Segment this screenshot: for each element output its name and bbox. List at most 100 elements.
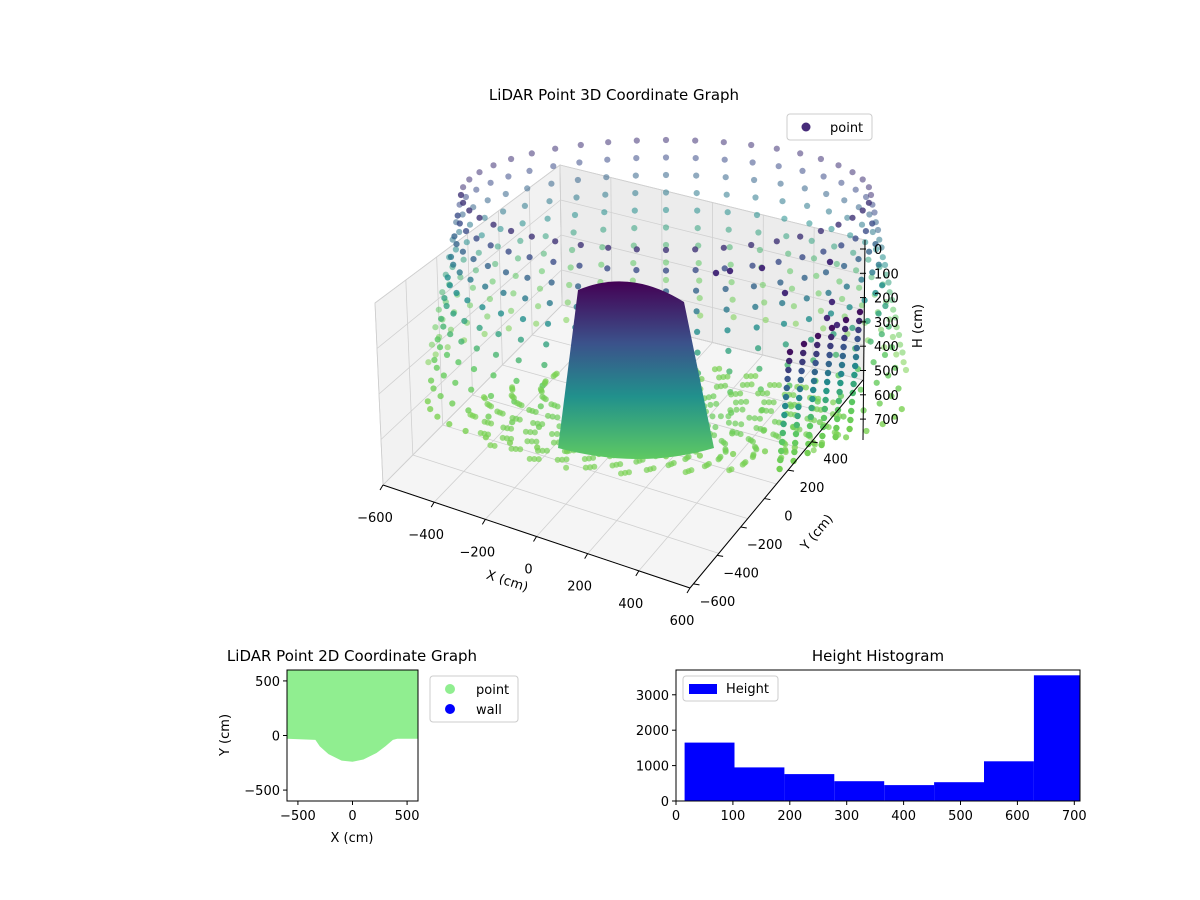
cloud-point [794, 412, 801, 420]
cloud-point [879, 254, 886, 261]
z-tick-label-3d: 0 [874, 243, 882, 258]
cloud-point [803, 295, 810, 302]
cloud-point [479, 304, 486, 311]
chart-2d-title: LiDAR Point 2D Coordinate Graph [227, 647, 477, 665]
cloud-point [810, 377, 818, 385]
cloud-point [469, 284, 476, 291]
cloud-point [701, 463, 708, 470]
cloud-point [806, 422, 814, 430]
cloud-point [470, 366, 478, 373]
cloud-point [603, 174, 610, 181]
y-tick-label-3d: 0 [784, 510, 792, 525]
cloud-point [618, 470, 624, 477]
cloud-point [858, 302, 866, 309]
cloud-point [528, 438, 535, 445]
cloud-point [808, 336, 815, 343]
cloud-point [806, 431, 813, 439]
cloud-point [492, 351, 500, 358]
cloud-point [533, 320, 540, 327]
x-tick-3d [686, 587, 691, 594]
cloud-point [881, 344, 888, 351]
cloud-point [631, 225, 638, 232]
chart-2d: LiDAR Point 2D Coordinate Graph −500 0 500… [218, 647, 519, 846]
cloud-point [879, 282, 886, 289]
cloud-point [792, 439, 799, 447]
cloud-point [738, 421, 745, 428]
cloud-point [803, 384, 809, 391]
cloud-point [895, 385, 902, 392]
cloud-point [725, 226, 732, 233]
cloud-point [842, 316, 850, 324]
cloud-point [696, 295, 703, 302]
floor-area-2d [287, 670, 418, 762]
cloud-point [873, 379, 880, 386]
cloud-point [895, 331, 903, 339]
cloud-point [489, 278, 496, 285]
cloud-point [799, 167, 806, 174]
x-tick-3d [481, 519, 486, 525]
cloud-point [432, 351, 439, 358]
legend-2d-marker-point [445, 684, 455, 694]
cloud-point [855, 326, 862, 334]
cloud-point [783, 384, 790, 392]
cloud-point [761, 399, 768, 406]
cloud-point [885, 372, 892, 379]
x-tick-label-histogram: 400 [891, 809, 916, 824]
histogram-bar [984, 761, 1034, 801]
cloud-point [841, 262, 848, 270]
legend-histogram-label: Height [726, 682, 769, 697]
cloud-point [723, 191, 730, 198]
cloud-point [872, 289, 879, 297]
cloud-point [859, 176, 866, 183]
cloud-point [871, 209, 878, 216]
cloud-point [866, 211, 873, 218]
cloud-point [662, 246, 670, 254]
histogram-title: Height Histogram [812, 647, 944, 665]
cloud-point [692, 246, 699, 253]
cloud-point [446, 282, 453, 289]
cloud-point [696, 452, 704, 459]
cloud-point [777, 279, 784, 286]
cloud-point [773, 238, 780, 245]
cloud-point [788, 285, 796, 292]
plot-frame-histogram [675, 669, 1081, 802]
cloud-point [722, 448, 729, 455]
cloud-point [539, 447, 546, 454]
y-tick-label-2d: −500 [244, 784, 280, 799]
cloud-point [495, 331, 502, 338]
cloud-point [439, 289, 446, 296]
cloud-point [508, 445, 515, 452]
cloud-point [755, 229, 762, 236]
cloud-point [782, 393, 790, 401]
cloud-point [473, 235, 480, 242]
cloud-point [540, 250, 547, 257]
cloud-point [836, 278, 843, 285]
cloud-point [490, 162, 497, 169]
cloud-point [799, 358, 806, 366]
cloud-point [825, 424, 832, 431]
cloud-point [554, 456, 561, 463]
cloud-point [891, 413, 898, 420]
cloud-point [722, 440, 729, 447]
x-tick-label-histogram: 0 [672, 809, 680, 824]
cloud-point [604, 265, 611, 272]
cloud-point [755, 345, 762, 352]
cloud-point [787, 268, 794, 275]
cloud-point [805, 316, 813, 323]
cloud-point [600, 226, 607, 233]
cloud-point [749, 438, 756, 445]
cloud-point [480, 394, 487, 401]
cloud-point [744, 381, 751, 388]
cloud-point [847, 416, 854, 424]
cloud-point [538, 268, 546, 275]
cloud-point [806, 220, 813, 227]
cloud-point [526, 167, 533, 174]
cloud-point [571, 211, 579, 219]
cloud-point [632, 190, 639, 197]
cloud-point [888, 393, 895, 400]
cloud-point [457, 274, 464, 281]
cloud-point [467, 411, 474, 418]
x-tick-label-2d: 0 [348, 809, 356, 824]
cloud-point [853, 267, 860, 274]
x-tick-label-histogram: 200 [777, 809, 802, 824]
